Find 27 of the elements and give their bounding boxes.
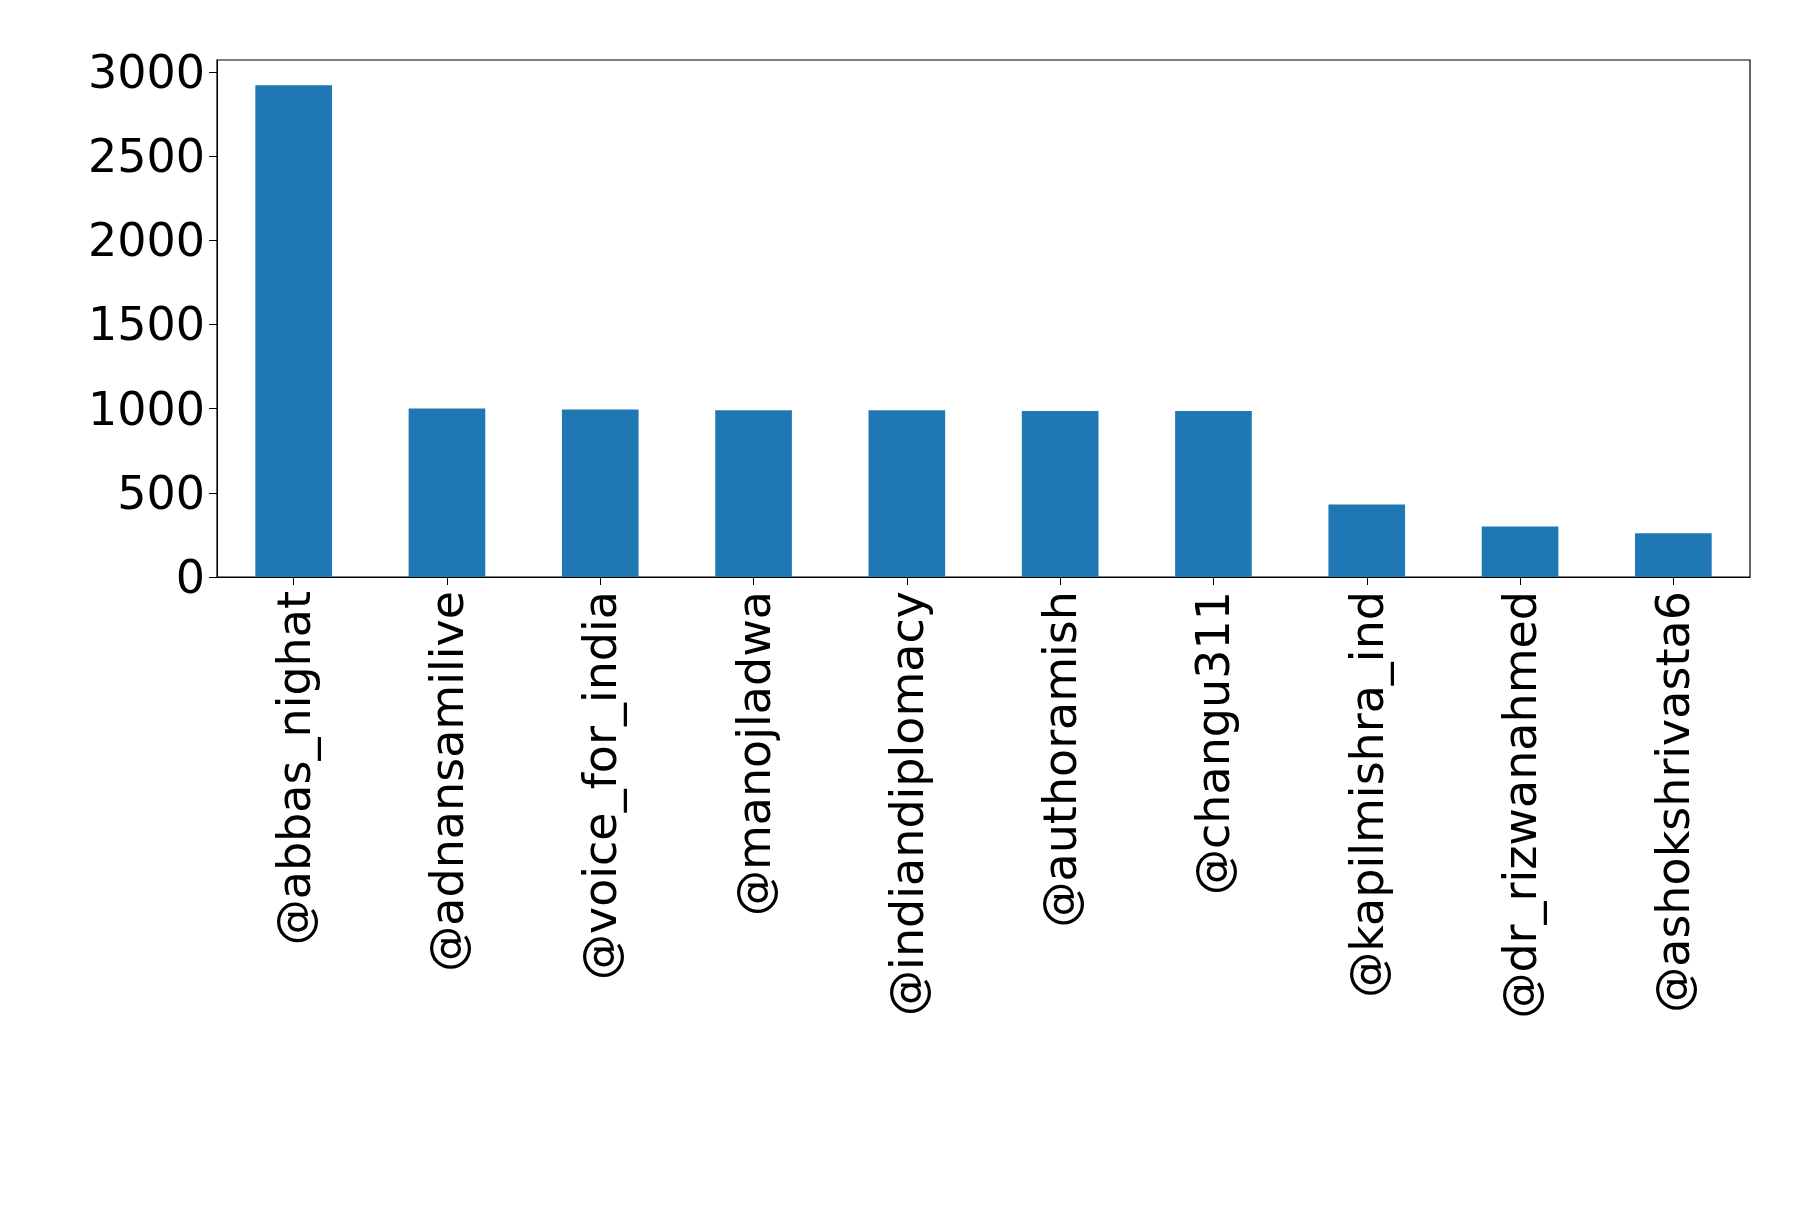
bar <box>1021 411 1099 577</box>
x-tick-label: @changu311 <box>1186 591 1241 895</box>
bar <box>1635 533 1712 577</box>
bar <box>868 410 946 577</box>
bar <box>1328 504 1406 577</box>
x-tick-label: @abbas_nighat <box>266 591 321 946</box>
y-tick-label: 2000 <box>87 213 205 268</box>
y-tick-label: 1000 <box>87 381 205 436</box>
bar <box>561 409 639 577</box>
bar <box>408 408 486 577</box>
x-tick-label: @voice_for_india <box>573 591 628 981</box>
x-tick-label: @indiandiplomacy <box>879 591 934 1016</box>
bar <box>1175 411 1252 577</box>
y-tick-label: 1500 <box>87 297 205 352</box>
bar <box>255 85 332 577</box>
x-tick-label: @manojladwa <box>726 591 781 917</box>
y-tick-label: 0 <box>175 550 205 604</box>
y-tick-label: 500 <box>117 465 205 520</box>
y-tick-label: 2500 <box>87 128 205 183</box>
x-tick-label: @kapilmishra_ind <box>1339 591 1394 998</box>
x-tick-label: @authoramish <box>1033 591 1088 928</box>
bar <box>715 410 792 577</box>
x-tick-label: @ashokshrivasta6 <box>1646 591 1701 1013</box>
x-tick-label: @adnansamilive <box>419 591 474 972</box>
bar <box>1481 526 1559 577</box>
x-tick-label: @dr_rizwanahmed <box>1493 591 1548 1019</box>
y-tick-label: 3000 <box>87 44 205 99</box>
